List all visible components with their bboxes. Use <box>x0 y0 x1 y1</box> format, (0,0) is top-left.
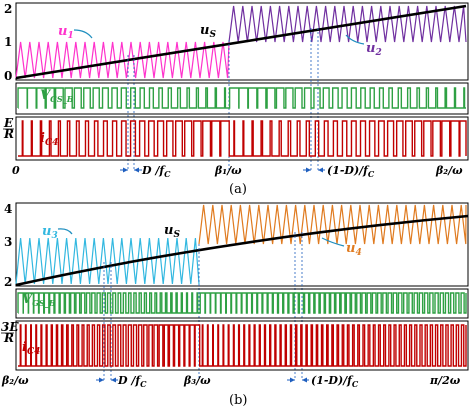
panel-b-vgs-frame <box>15 288 469 319</box>
panel-b-vgs-pulses <box>17 292 467 314</box>
panel-a-ytick-2: 2 <box>4 2 12 16</box>
panel-b-u4-label: u4 <box>346 241 362 258</box>
panel-b-xtick-beta3: β₃/ω <box>183 374 211 387</box>
panel-a-d-dimension <box>120 167 142 173</box>
panel-a-e-den: R <box>3 127 14 141</box>
panel-b-u3-carrier <box>15 237 200 285</box>
panel-a-xtick-beta2: β₂/ω <box>435 164 463 177</box>
panel-b: 4 3 2 u3 uS u4 VGS_B 3E R iC4 β₂/ω β₃/ω … <box>1 202 469 408</box>
panel-a-vgs-frame <box>15 82 469 115</box>
panel-a-carrier-frame <box>15 2 469 81</box>
panel-a-ic-pulses <box>18 120 467 157</box>
panel-b-u3-arrow <box>57 228 73 235</box>
panel-b-us-label: uS <box>164 223 180 240</box>
panel-b-ic-frame <box>15 320 469 371</box>
panel-b-e-den: R <box>3 331 14 345</box>
panel-a-us-reference <box>15 4 467 80</box>
panel-b-ytick-3: 3 <box>4 235 12 249</box>
panel-b-ic-label: iC4 <box>22 340 40 357</box>
panel-a-u1-arrow <box>73 29 93 39</box>
panel-a-ic-label: iC4 <box>40 131 58 148</box>
panel-a-1md-dimension <box>303 167 325 173</box>
panel-b-caption: (b) <box>229 393 247 408</box>
panel-a-us-label: uS <box>200 23 216 40</box>
panel-b-ytick-4: 4 <box>4 202 12 216</box>
panel-a-u2-carrier <box>228 5 467 43</box>
panel-b-vgs-label: VGS_B <box>22 292 56 308</box>
panel-a-d-label: D /fC <box>141 164 171 179</box>
panel-b-xtick-pi: π/2ω <box>429 374 461 387</box>
panel-b-e-num: 3E <box>1 320 19 334</box>
panel-b-u3-label: u3 <box>42 224 58 241</box>
panel-b-u4-carrier <box>198 204 467 245</box>
panel-a: 2 1 0 u1 uS u2 VGS_B E R iC4 0 β₁/ω β₂/ω… <box>3 2 469 197</box>
panel-b-xtick-beta2: β₂/ω <box>1 374 29 387</box>
panel-a-1md-label: (1-D)/fC <box>327 164 375 179</box>
panel-a-caption: (a) <box>229 182 247 197</box>
panel-a-u2-arrow <box>345 34 365 45</box>
panel-b-ic-pulses <box>18 324 467 367</box>
panel-a-vgs-pulses <box>17 87 466 109</box>
panel-a-ic-frame <box>15 116 469 161</box>
panel-b-d-dimension <box>96 377 118 383</box>
panel-a-u2-label: u2 <box>366 41 382 58</box>
panel-a-e-num: E <box>3 116 14 130</box>
panel-a-guides <box>127 28 319 170</box>
panel-b-1md-dimension <box>287 377 309 383</box>
panel-b-carrier-frame <box>15 202 469 287</box>
panel-b-ytick-2: 2 <box>4 275 12 289</box>
panel-a-ytick-0: 0 <box>4 69 12 83</box>
panel-a-ytick-1: 1 <box>4 35 12 49</box>
panel-b-d-label: D /fC <box>117 374 147 389</box>
panel-a-vgs-label: VGS_B <box>40 88 74 104</box>
panel-b-1md-label: (1-D)/fC <box>311 374 359 389</box>
panel-b-u4-arrow <box>321 237 345 247</box>
panel-a-u1-label: u1 <box>58 24 74 41</box>
panel-b-us-reference <box>15 214 469 287</box>
panel-a-xtick-0: 0 <box>12 164 20 177</box>
panel-a-xtick-beta1: β₁/ω <box>214 164 242 177</box>
